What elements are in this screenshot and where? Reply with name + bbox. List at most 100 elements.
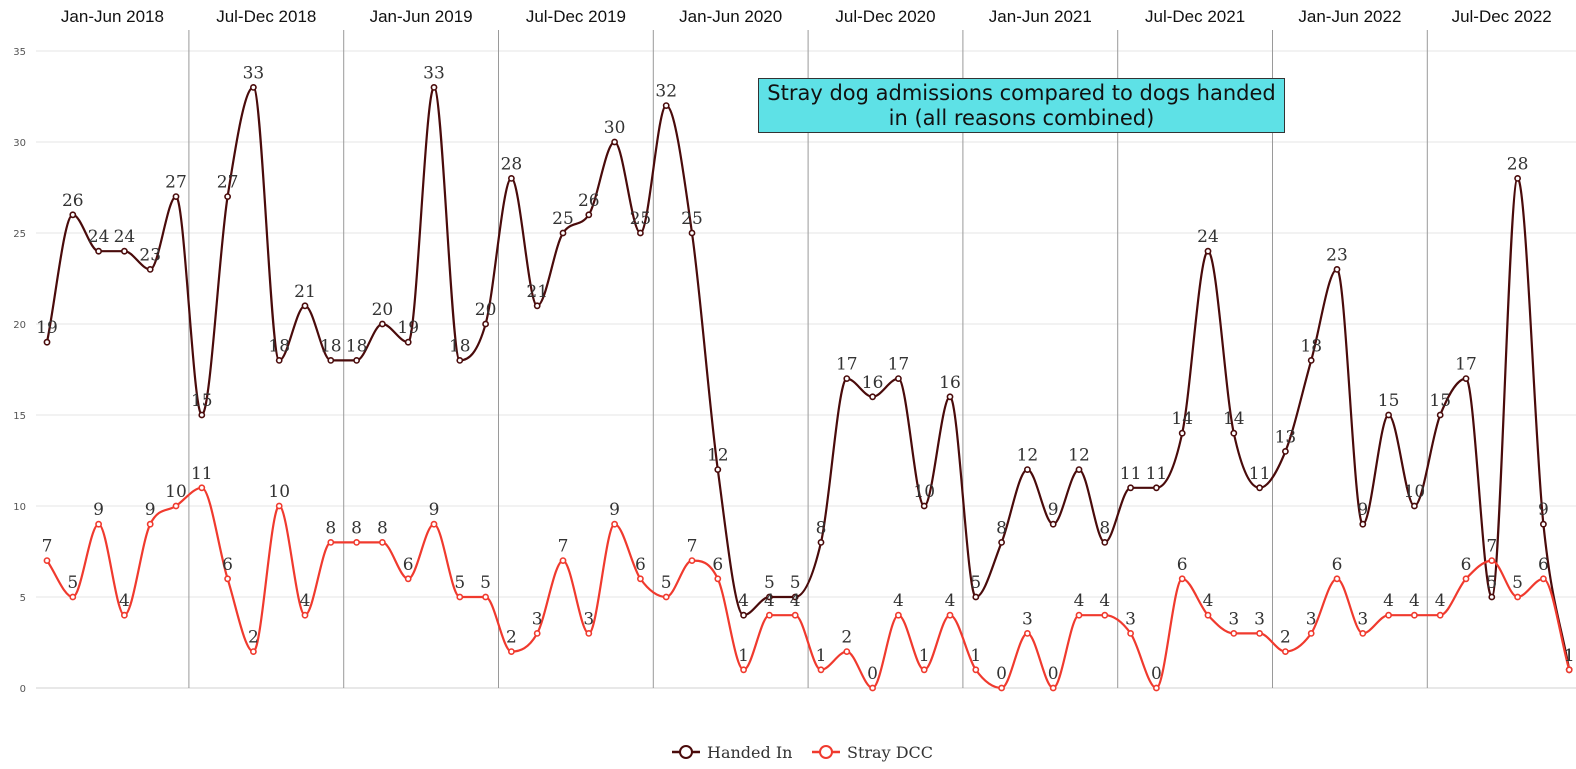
data-point[interactable]	[353, 356, 360, 364]
data-point[interactable]	[895, 375, 902, 382]
data-point[interactable]	[1540, 520, 1547, 528]
data-point[interactable]	[1178, 429, 1186, 437]
data-point[interactable]	[69, 593, 77, 601]
data-point[interactable]	[146, 265, 154, 273]
data-point[interactable]	[1333, 265, 1341, 273]
data-point[interactable]	[533, 630, 541, 637]
data-point[interactable]	[1204, 611, 1212, 619]
data-point[interactable]	[1385, 611, 1392, 619]
data-point[interactable]	[1411, 502, 1418, 510]
data-point[interactable]	[172, 502, 180, 510]
data-point[interactable]	[224, 193, 231, 200]
data-point[interactable]	[843, 375, 851, 382]
data-point[interactable]	[1359, 520, 1367, 528]
data-point[interactable]	[327, 539, 335, 546]
data-point[interactable]	[121, 611, 128, 619]
data-point[interactable]	[1101, 539, 1109, 546]
data-point[interactable]	[662, 102, 670, 109]
data-point[interactable]	[95, 247, 102, 255]
data-point[interactable]	[688, 229, 696, 237]
data-point[interactable]	[1540, 575, 1547, 583]
data-point[interactable]	[1256, 484, 1263, 492]
data-point[interactable]	[714, 575, 722, 583]
data-point[interactable]	[766, 611, 773, 619]
data-point[interactable]	[275, 502, 283, 510]
data-point[interactable]	[43, 338, 51, 346]
data-point[interactable]	[353, 539, 360, 546]
data-point[interactable]	[869, 393, 876, 401]
data-point[interactable]	[327, 356, 335, 364]
data-point[interactable]	[1075, 466, 1083, 473]
data-point[interactable]	[1127, 484, 1134, 492]
data-point[interactable]	[1385, 411, 1392, 419]
data-point[interactable]	[1024, 630, 1031, 637]
data-point[interactable]	[430, 84, 438, 91]
legend-item-handed-in[interactable]: Handed In	[672, 743, 792, 762]
data-point[interactable]	[998, 539, 1005, 546]
data-point[interactable]	[507, 648, 515, 655]
data-point[interactable]	[869, 684, 876, 692]
data-point[interactable]	[1307, 356, 1315, 364]
data-point[interactable]	[637, 575, 644, 583]
data-point[interactable]	[456, 593, 464, 601]
data-point[interactable]	[740, 666, 747, 674]
data-point[interactable]	[482, 593, 489, 601]
data-point[interactable]	[378, 539, 386, 546]
data-point[interactable]	[791, 593, 799, 601]
data-point[interactable]	[1282, 648, 1289, 655]
data-point[interactable]	[1049, 684, 1057, 692]
data-point[interactable]	[843, 648, 851, 655]
data-point[interactable]	[198, 484, 206, 492]
data-point[interactable]	[1514, 593, 1521, 601]
data-point[interactable]	[1127, 630, 1134, 637]
data-point[interactable]	[1462, 375, 1470, 382]
data-point[interactable]	[637, 229, 644, 237]
data-point[interactable]	[946, 611, 954, 619]
data-point[interactable]	[482, 320, 489, 328]
data-point[interactable]	[1230, 429, 1238, 437]
data-point[interactable]	[172, 193, 180, 200]
data-point[interactable]	[404, 338, 412, 346]
data-point[interactable]	[920, 502, 928, 510]
data-point[interactable]	[1514, 174, 1521, 182]
data-point[interactable]	[1256, 630, 1263, 637]
data-point[interactable]	[1282, 447, 1289, 455]
data-point[interactable]	[69, 211, 77, 219]
data-point[interactable]	[1307, 630, 1315, 637]
data-point[interactable]	[146, 520, 154, 528]
data-point[interactable]	[1075, 611, 1083, 619]
data-point[interactable]	[662, 593, 670, 601]
data-point[interactable]	[275, 356, 283, 364]
data-point[interactable]	[1411, 611, 1418, 619]
data-point[interactable]	[430, 520, 438, 528]
data-point[interactable]	[121, 247, 128, 255]
data-point[interactable]	[817, 539, 825, 546]
data-point[interactable]	[1436, 611, 1444, 619]
data-point[interactable]	[559, 557, 567, 564]
data-point[interactable]	[895, 611, 902, 619]
data-point[interactable]	[740, 611, 747, 619]
data-point[interactable]	[1488, 593, 1496, 601]
data-point[interactable]	[404, 575, 412, 583]
legend-item-stray-dcc[interactable]: Stray DCC	[812, 743, 933, 762]
data-point[interactable]	[1230, 630, 1238, 637]
data-point[interactable]	[43, 557, 51, 564]
data-point[interactable]	[585, 211, 593, 219]
data-point[interactable]	[378, 320, 386, 328]
data-point[interactable]	[533, 302, 541, 310]
data-point[interactable]	[1488, 557, 1496, 564]
data-point[interactable]	[456, 356, 464, 364]
data-point[interactable]	[972, 593, 980, 601]
data-point[interactable]	[585, 630, 593, 637]
data-point[interactable]	[1024, 466, 1031, 473]
data-point[interactable]	[249, 84, 257, 91]
data-point[interactable]	[1101, 611, 1109, 619]
data-point[interactable]	[1178, 575, 1186, 583]
data-point[interactable]	[1436, 411, 1444, 419]
data-point[interactable]	[224, 575, 231, 583]
data-point[interactable]	[1359, 630, 1367, 637]
data-point[interactable]	[1333, 575, 1341, 583]
data-point[interactable]	[611, 138, 618, 146]
data-point[interactable]	[688, 557, 696, 564]
data-point[interactable]	[1153, 684, 1160, 692]
